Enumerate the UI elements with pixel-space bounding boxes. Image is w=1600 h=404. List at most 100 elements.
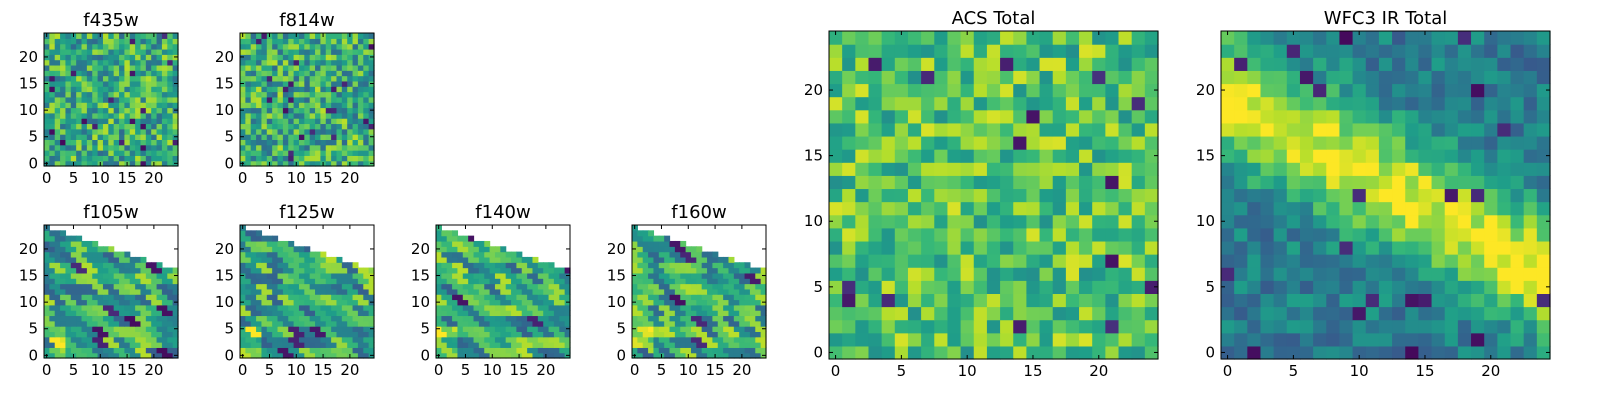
heatmap-cell <box>1392 96 1406 111</box>
heatmap-cell <box>97 43 104 50</box>
heatmap-cell <box>44 320 50 327</box>
heatmap-cell <box>250 352 257 359</box>
heatmap-cell <box>1000 214 1014 229</box>
heatmap-cell <box>842 96 856 111</box>
heatmap-cell <box>102 272 109 279</box>
heatmap-cell <box>934 319 949 334</box>
heatmap-cell <box>331 299 338 306</box>
heatmap-cell <box>315 347 321 354</box>
heatmap-cell <box>140 262 147 269</box>
heatmap-cell <box>521 283 528 290</box>
heatmap-cell <box>60 48 67 55</box>
heatmap-cell <box>272 134 279 140</box>
heatmap-cell <box>1105 135 1120 150</box>
heatmap-cell <box>723 294 730 301</box>
heatmap-cell <box>347 288 354 295</box>
heatmap-cell <box>293 262 300 269</box>
heatmap-cell <box>293 91 300 98</box>
heatmap-cell <box>161 278 168 285</box>
heatmap-cell <box>357 342 364 348</box>
heatmap-cell <box>298 144 305 151</box>
heatmap-cell <box>1392 254 1406 268</box>
heatmap-cell <box>1471 293 1485 308</box>
heatmap-cell <box>65 43 72 50</box>
heatmap-cell <box>298 134 305 140</box>
heatmap-cell <box>521 320 528 327</box>
heatmap-cell <box>986 201 1001 216</box>
heatmap-cell <box>272 54 279 61</box>
heatmap-cell <box>102 139 109 146</box>
heatmap-cell <box>1260 162 1275 176</box>
heatmap-cell <box>1352 319 1367 334</box>
heatmap-cell <box>637 347 644 354</box>
heatmap-cell <box>1065 293 1080 308</box>
heatmap-cell <box>1221 96 1235 111</box>
heatmap-cell <box>325 91 332 98</box>
heatmap-cell <box>167 33 174 39</box>
heatmap-cell <box>494 304 501 311</box>
heatmap-cell <box>320 294 327 301</box>
heatmap-cell <box>690 310 697 317</box>
heatmap-cell <box>1079 83 1093 98</box>
heatmap-cell <box>489 326 496 332</box>
heatmap-cell <box>642 342 649 348</box>
heatmap-cell <box>92 123 99 130</box>
y-tick-label: 20 <box>19 240 38 258</box>
heatmap-cell <box>1299 188 1314 203</box>
heatmap-cell <box>947 240 962 255</box>
heatmap-cell <box>70 272 77 279</box>
heatmap-cell <box>1339 57 1354 71</box>
heatmap-cell <box>1378 31 1393 45</box>
heatmap-cell <box>1536 306 1551 321</box>
heatmap-cell <box>1326 306 1341 321</box>
heatmap-cell <box>245 299 252 306</box>
heatmap-cell <box>462 246 469 253</box>
heatmap-cell <box>664 347 671 354</box>
heatmap-cell <box>712 272 719 279</box>
heatmap-cell <box>446 278 453 285</box>
heatmap-cell <box>156 299 163 306</box>
heatmap-cell <box>1131 162 1146 176</box>
heatmap-cell <box>161 315 168 322</box>
heatmap-cell <box>1247 135 1262 150</box>
heatmap-cell <box>1497 122 1512 137</box>
heatmap-cell <box>664 235 671 242</box>
heatmap-cell <box>266 112 273 119</box>
heatmap-cell <box>1026 188 1041 203</box>
heatmap-cell <box>336 134 343 140</box>
heatmap-cell <box>92 59 99 66</box>
heatmap-cell <box>113 64 120 71</box>
heatmap-cell <box>331 294 338 301</box>
heatmap-cell <box>1471 175 1485 190</box>
heatmap-cell <box>690 262 697 269</box>
heatmap-cell <box>1484 162 1498 176</box>
heatmap-cell <box>696 310 703 317</box>
heatmap-cell <box>1026 227 1041 242</box>
heatmap-cell <box>559 352 566 359</box>
heatmap-cell <box>293 118 300 125</box>
heatmap-cell <box>1444 293 1459 308</box>
heatmap-cell <box>1000 162 1014 176</box>
heatmap-cell <box>1131 214 1146 229</box>
heatmap-cell <box>293 278 300 285</box>
heatmap-cell <box>140 304 147 311</box>
heatmap-cell <box>1144 57 1159 71</box>
heatmap-cell <box>1105 122 1120 137</box>
heatmap-cell <box>156 59 163 66</box>
heatmap-cell <box>973 31 988 45</box>
heatmap-cell <box>511 310 517 317</box>
heatmap-cell <box>500 310 507 317</box>
heatmap-cell <box>842 175 856 190</box>
heatmap-cell <box>167 112 174 119</box>
heatmap-cell <box>309 272 316 279</box>
heatmap-cell <box>739 342 746 348</box>
heatmap-cell <box>119 80 125 87</box>
heatmap-cell <box>357 144 364 151</box>
heatmap-cell <box>54 112 61 119</box>
heatmap-cell <box>352 288 359 295</box>
heatmap-cell <box>446 251 453 258</box>
heatmap-cell <box>723 299 730 306</box>
heatmap-cell <box>1418 293 1433 308</box>
heatmap-cell <box>135 320 142 327</box>
